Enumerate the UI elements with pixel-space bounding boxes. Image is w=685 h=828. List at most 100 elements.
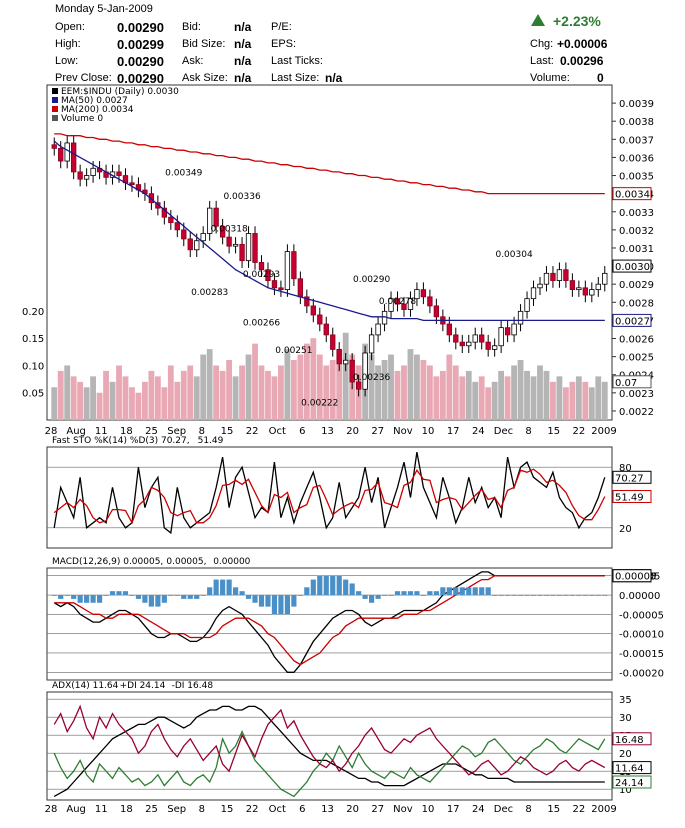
adx-tick-label: 20 — [619, 749, 632, 760]
volume-bar — [550, 381, 556, 420]
adx-last-marker-box — [612, 732, 652, 746]
candle-body — [239, 243, 245, 262]
macd-histogram-bar — [485, 587, 491, 596]
volume-bar — [426, 365, 433, 420]
adx-last-marker-box — [612, 761, 652, 775]
x-axis-label-bottom: 8 — [199, 804, 205, 815]
candle-body — [589, 289, 595, 296]
x-axis-label-bottom: 18 — [120, 804, 133, 815]
macd-histogram-bar — [142, 595, 148, 603]
candle-body — [174, 222, 180, 231]
volume-bar — [459, 376, 466, 420]
macd-histogram-bar — [323, 575, 329, 596]
macd-histogram-bar — [116, 591, 122, 596]
candle-body — [245, 233, 252, 262]
macd-histogram-bar — [492, 595, 498, 596]
macd-histogram-bar — [310, 579, 316, 596]
x-axis-label: 8 — [525, 426, 531, 437]
macd-series-line — [53, 571, 605, 673]
prev-close-value: 0.00290 — [117, 71, 164, 86]
candle-body — [537, 283, 543, 289]
macd-histogram-bar — [369, 595, 375, 603]
volume-bar — [271, 376, 278, 420]
candle-body — [394, 298, 401, 305]
adx-last-marker-box — [612, 775, 652, 789]
price-annotation: 0.00283 — [191, 288, 228, 298]
last-size-value: n/a — [325, 71, 343, 85]
price-tick-label: 0.0039 — [619, 99, 654, 110]
adx-pane-frame — [46, 691, 613, 801]
price-tick-label: 0.0031 — [619, 244, 654, 255]
candle-body — [479, 334, 485, 343]
last-size-label: Last Size: — [271, 72, 320, 84]
macd-histogram-bar — [174, 595, 180, 596]
prev-close-label: Prev Close: — [55, 72, 112, 84]
candle-body — [291, 251, 297, 280]
macd-histogram-bar — [381, 595, 388, 596]
adx-last-marker: 24.14 — [615, 778, 644, 789]
macd-tick-label: -0.00005 — [619, 610, 664, 621]
volume-bar — [154, 376, 161, 420]
macd-histogram-bar — [589, 595, 595, 596]
candle-body — [83, 175, 90, 180]
candle-body — [336, 348, 342, 365]
volume-bar — [595, 376, 602, 420]
stochastic-title: 51.49 — [198, 436, 224, 446]
x-axis-label: 18 — [120, 426, 133, 437]
candle-body — [58, 147, 64, 162]
x-axis-label-bottom: Oct — [269, 804, 286, 815]
macd-histogram-bar — [103, 595, 109, 596]
volume-bar — [265, 370, 271, 420]
up-arrow-icon — [531, 14, 545, 26]
x-axis-label: 15 — [547, 426, 560, 437]
candle-body — [504, 327, 511, 336]
macd-last-marker-box — [612, 569, 652, 583]
candle-body — [349, 359, 355, 383]
volume-bar — [161, 387, 168, 420]
x-axis-label: Aug — [66, 426, 86, 437]
price-annotation: 0.00278 — [379, 297, 416, 307]
candle-body — [446, 323, 452, 336]
price-last-marker-box — [612, 259, 652, 273]
macd-histogram-bar — [71, 595, 77, 599]
price-annotation: 0.00290 — [353, 275, 390, 285]
x-axis-label-bottom: 25 — [145, 804, 158, 815]
volume-bar — [239, 365, 245, 420]
macd-histogram-bar — [258, 595, 265, 607]
candle-body — [343, 359, 349, 365]
stochastic-last-marker: 70.27 — [615, 473, 644, 484]
candle-body — [310, 305, 316, 316]
volume-bar — [226, 360, 233, 420]
price-tick-label: 0.0023 — [619, 389, 654, 400]
macd-histogram-bar — [220, 579, 226, 596]
price-last-marker-box — [612, 187, 652, 201]
price-annotation: 0.00222 — [301, 398, 338, 408]
price-last-marker: 0.0030 — [615, 262, 650, 273]
volume-bar — [342, 332, 349, 420]
price-annotation: 0.00304 — [495, 250, 532, 260]
x-axis-label-bottom: 10 — [422, 804, 435, 815]
macd-histogram-bar — [563, 595, 569, 596]
candle-body — [297, 278, 304, 298]
volume-bar — [588, 387, 595, 420]
legend-entry: MA(200) 0.0034 — [61, 105, 134, 115]
macd-histogram-bar — [453, 587, 459, 596]
x-axis-label: Nov — [393, 426, 413, 437]
legend-entry: EEM:$INDU (Daily) 0.0030 — [61, 87, 179, 97]
volume-bar — [148, 370, 155, 420]
candle-body — [498, 327, 504, 347]
volume-bar — [167, 365, 174, 420]
candle-body — [155, 202, 161, 209]
volume-bar — [329, 360, 336, 420]
candle-body — [187, 238, 193, 251]
volume-bar — [141, 381, 148, 420]
volume-bar — [368, 354, 375, 420]
volume-last-marker: 0.07 — [615, 378, 637, 389]
price-annotation: 0.00251 — [275, 346, 312, 356]
volume-bar — [57, 370, 64, 420]
stochastic-series-line — [53, 468, 606, 525]
candle-body — [207, 207, 213, 234]
macd-histogram-bar — [51, 595, 57, 596]
volume-bar — [232, 376, 239, 420]
macd-histogram-bar — [479, 587, 485, 596]
